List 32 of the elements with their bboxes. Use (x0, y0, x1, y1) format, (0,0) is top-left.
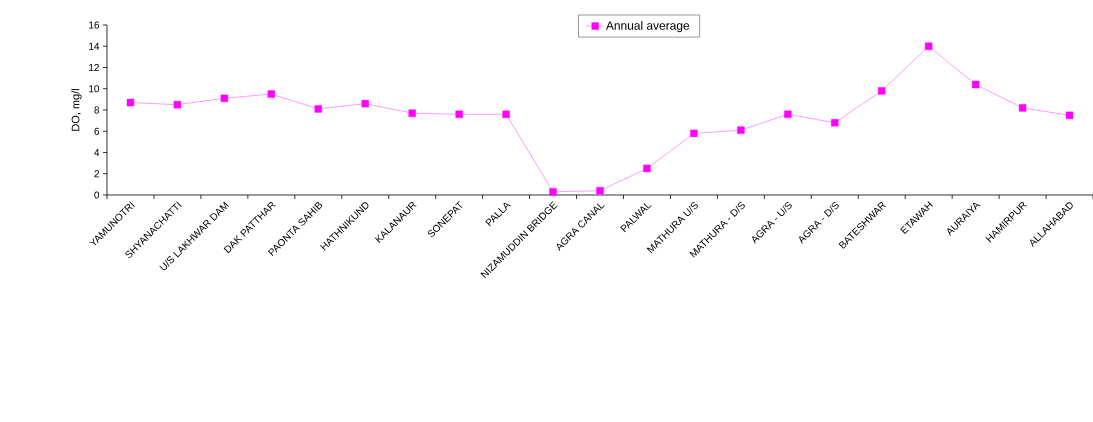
point (737, 126, 745, 134)
point (502, 110, 510, 118)
point (361, 99, 369, 108)
point (924, 42, 933, 50)
point (1018, 104, 1027, 112)
point (408, 109, 416, 117)
y-tick-label: 2 (94, 170, 99, 178)
point (549, 188, 557, 196)
point (314, 105, 322, 113)
point (878, 87, 886, 95)
y-tick-label: 6 (94, 127, 100, 135)
y-tick-label: 0 (94, 191, 100, 199)
point (220, 94, 229, 102)
point (784, 110, 792, 118)
point (267, 90, 276, 98)
y-tick-label: 14 (89, 42, 100, 50)
point (173, 101, 182, 109)
point (971, 80, 980, 89)
point (126, 98, 135, 107)
y-axis-title: DO, mg/l (71, 89, 82, 131)
point (596, 187, 604, 195)
point (831, 119, 839, 127)
y-tick-label: 10 (89, 85, 100, 93)
legend-label: Annual average (605, 20, 690, 33)
y-tick-label: 4 (94, 149, 100, 156)
y-tick-label: 8 (94, 106, 100, 114)
point (690, 129, 698, 138)
point (455, 110, 463, 118)
y-tick-label: 16 (89, 21, 100, 29)
y-tick-label: 12 (89, 64, 99, 71)
point (643, 164, 651, 173)
point (1065, 111, 1074, 119)
